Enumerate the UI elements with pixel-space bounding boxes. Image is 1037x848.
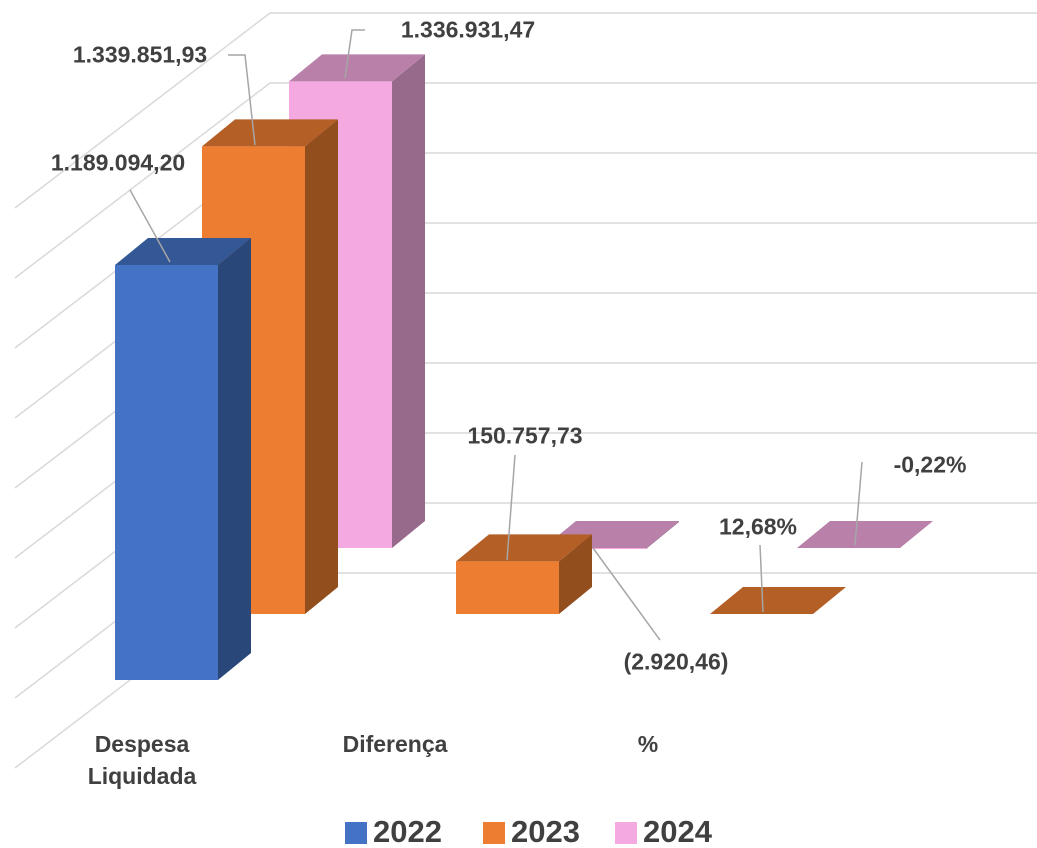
bar-side [813, 586, 846, 614]
leader-line [854, 461, 863, 546]
bar-top [710, 586, 846, 614]
legend-label: 2024 [643, 814, 712, 848]
bar-top [202, 119, 338, 147]
bar-top [115, 238, 251, 266]
leader-line [759, 544, 764, 613]
bar-front [115, 265, 218, 680]
bar-side [305, 119, 338, 614]
bar [115, 238, 251, 680]
bar-top [797, 521, 933, 548]
data-label: 1.339.851,93 [72, 41, 208, 68]
x-tick-label: Despesa Liquidada [87, 731, 197, 789]
data-label: 1.189.094,20 [50, 149, 186, 176]
bar-top [289, 54, 425, 82]
legend-label: 2023 [511, 814, 580, 848]
bar [456, 534, 592, 614]
x-tick-label: % [637, 731, 659, 757]
bar-side [392, 54, 425, 548]
leader-line [228, 54, 256, 146]
bar-side [559, 534, 592, 614]
data-label: 150.757,73 [467, 422, 583, 449]
legend-swatch [615, 822, 637, 844]
bar-front [543, 548, 646, 550]
bar [710, 586, 846, 614]
bar-side [218, 238, 251, 680]
bar-front [456, 561, 559, 614]
legend-label: 2022 [373, 814, 442, 848]
data-label: (2.920,46) [623, 648, 729, 675]
data-label: 12,68% [718, 513, 798, 540]
leader-line [344, 29, 365, 79]
legend-swatch [483, 822, 505, 844]
bar [797, 521, 933, 549]
bar-top [456, 534, 592, 562]
data-label: 1.336.931,47 [400, 16, 536, 43]
leader-line [592, 547, 661, 641]
x-tick-label: Diferença [342, 731, 448, 757]
data-label: -0,22% [893, 451, 967, 478]
legend-swatch [345, 822, 367, 844]
leader-line [129, 189, 171, 263]
bar-side [646, 521, 679, 550]
leader-line [506, 454, 516, 561]
